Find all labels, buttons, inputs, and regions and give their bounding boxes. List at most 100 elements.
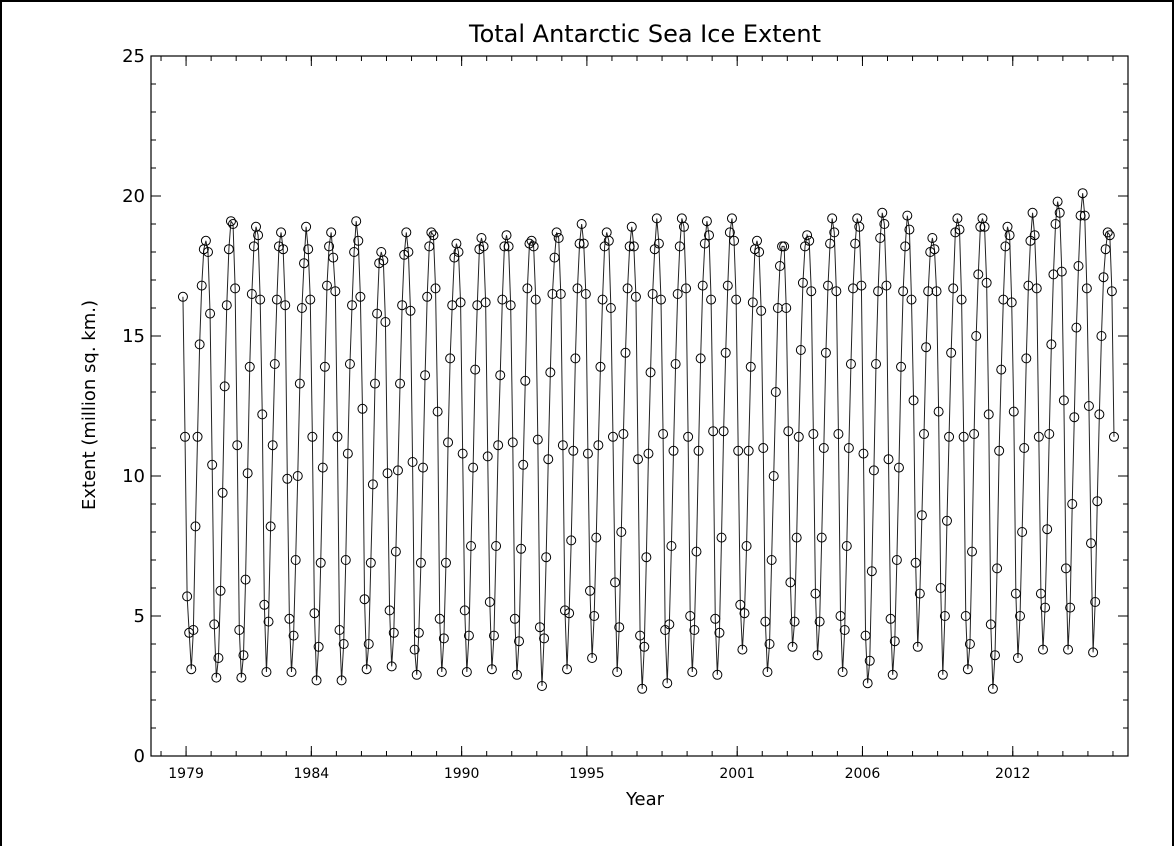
data-point	[1050, 219, 1061, 229]
data-point	[372, 308, 383, 319]
data-point	[503, 241, 514, 252]
data-point	[741, 541, 752, 551]
data-point	[614, 622, 625, 633]
data-point	[1015, 611, 1026, 621]
data-point	[860, 630, 871, 641]
data-point	[309, 608, 320, 619]
data-point	[605, 303, 616, 313]
data-point	[785, 577, 796, 588]
data-point	[342, 448, 353, 459]
data-point	[386, 661, 397, 672]
data-point	[585, 585, 596, 596]
data-point	[841, 541, 852, 551]
data-point	[301, 221, 312, 232]
data-point	[186, 664, 197, 675]
data-point	[910, 557, 921, 568]
data-point	[758, 443, 769, 453]
data-point	[303, 244, 314, 255]
data-point	[299, 258, 310, 269]
data-point	[931, 286, 942, 297]
data-point	[885, 613, 896, 624]
data-point	[213, 653, 224, 663]
data-point	[962, 664, 973, 675]
data-point	[1012, 653, 1023, 663]
data-point	[355, 291, 366, 302]
data-point	[802, 230, 813, 241]
data-point	[1102, 227, 1113, 238]
data-point	[960, 611, 971, 621]
data-point	[576, 219, 587, 229]
data-point	[908, 395, 919, 406]
data-point	[825, 238, 836, 249]
data-point	[626, 221, 637, 232]
data-point	[912, 641, 923, 652]
data-point	[436, 667, 447, 677]
data-point	[307, 431, 318, 442]
data-point	[547, 289, 558, 299]
data-point	[328, 252, 339, 263]
data-point	[637, 683, 648, 694]
data-point	[405, 305, 416, 316]
data-point	[856, 280, 867, 291]
y-tick-label: 15	[122, 326, 145, 347]
data-point	[937, 669, 948, 680]
data-point	[948, 283, 959, 294]
data-point	[361, 664, 372, 675]
data-point	[866, 566, 877, 577]
data-point	[687, 667, 698, 677]
data-point	[877, 207, 888, 218]
data-point	[919, 429, 930, 439]
data-point	[1019, 443, 1030, 453]
data-point	[1056, 266, 1067, 277]
data-point	[1071, 322, 1082, 333]
data-point	[484, 597, 495, 607]
data-point	[488, 630, 499, 641]
data-point	[879, 219, 890, 229]
data-point	[572, 283, 583, 294]
data-point	[269, 359, 280, 369]
data-point	[1086, 538, 1097, 549]
data-point	[205, 308, 216, 319]
data-point	[964, 639, 975, 649]
data-point	[1035, 588, 1046, 599]
data-point	[797, 277, 808, 288]
data-point	[263, 616, 274, 627]
data-point	[708, 426, 719, 437]
data-point	[428, 230, 439, 241]
data-point	[228, 219, 239, 229]
data-point	[495, 370, 506, 381]
data-point	[971, 331, 982, 341]
data-point	[835, 611, 846, 621]
data-point	[491, 541, 502, 551]
x-tick-label: 1990	[444, 766, 480, 782]
data-point	[923, 286, 934, 297]
data-point	[714, 627, 725, 638]
data-point	[781, 303, 792, 313]
data-point	[664, 619, 675, 630]
data-point	[536, 681, 547, 691]
data-point	[520, 375, 531, 386]
data-point	[628, 241, 639, 252]
data-point	[883, 454, 894, 465]
y-tick-label: 0	[134, 746, 145, 767]
data-point	[359, 594, 370, 605]
data-point	[810, 588, 821, 599]
data-point	[739, 608, 750, 619]
data-point	[981, 277, 992, 288]
data-point	[862, 678, 873, 689]
data-point	[225, 216, 236, 227]
data-point	[756, 305, 767, 316]
data-point	[916, 510, 927, 521]
data-point	[363, 639, 374, 649]
data-point	[996, 364, 1007, 375]
data-point	[722, 280, 733, 291]
data-point	[532, 434, 543, 445]
data-point	[630, 291, 641, 302]
data-point	[190, 521, 201, 532]
data-point	[787, 641, 798, 652]
data-point	[336, 675, 347, 686]
data-point	[248, 241, 259, 252]
data-point	[752, 235, 763, 246]
data-point	[357, 403, 368, 414]
data-point	[344, 359, 355, 369]
